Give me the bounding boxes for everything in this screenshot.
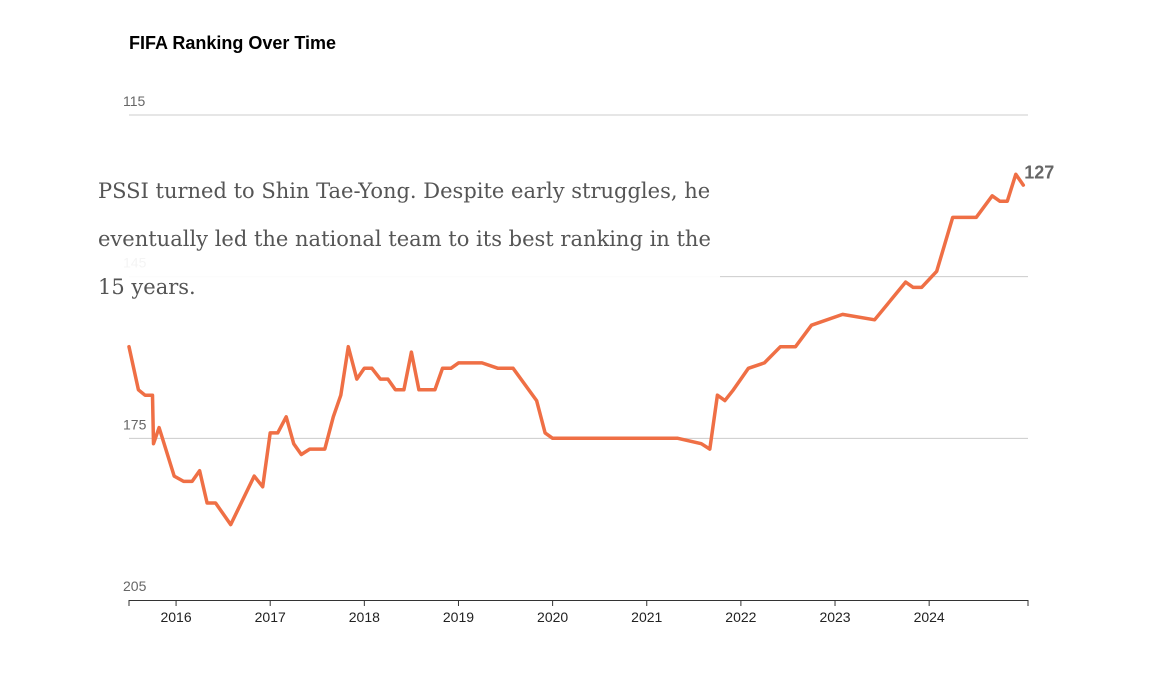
x-tick-label: 2016 [160, 609, 191, 625]
y-tick-label: 115 [123, 93, 146, 109]
x-tick-label: 2023 [819, 609, 850, 625]
x-tick-label: 2018 [349, 609, 380, 625]
x-tick-label: 2022 [725, 609, 756, 625]
x-axis: 2016 2017 2018 2019 2020 2021 2022 2023 2024 [128, 600, 1029, 625]
series-line [127, 172, 1026, 527]
chart-title: FIFA Ranking Over Time [129, 33, 337, 53]
y-tick-label: 175 [123, 416, 147, 432]
x-tick-label: 2020 [537, 609, 568, 625]
y-tick-label: 205 [123, 578, 147, 594]
end-value-label: 127 [1024, 162, 1054, 182]
annotation-text: PSSI turned to Shin Tae-Yong. Despite ea… [96, 167, 720, 311]
x-tick-label: 2024 [914, 609, 945, 625]
x-tick-label: 2021 [631, 609, 662, 625]
x-tick-label: 2017 [255, 609, 286, 625]
x-tick-label: 2019 [443, 609, 474, 625]
